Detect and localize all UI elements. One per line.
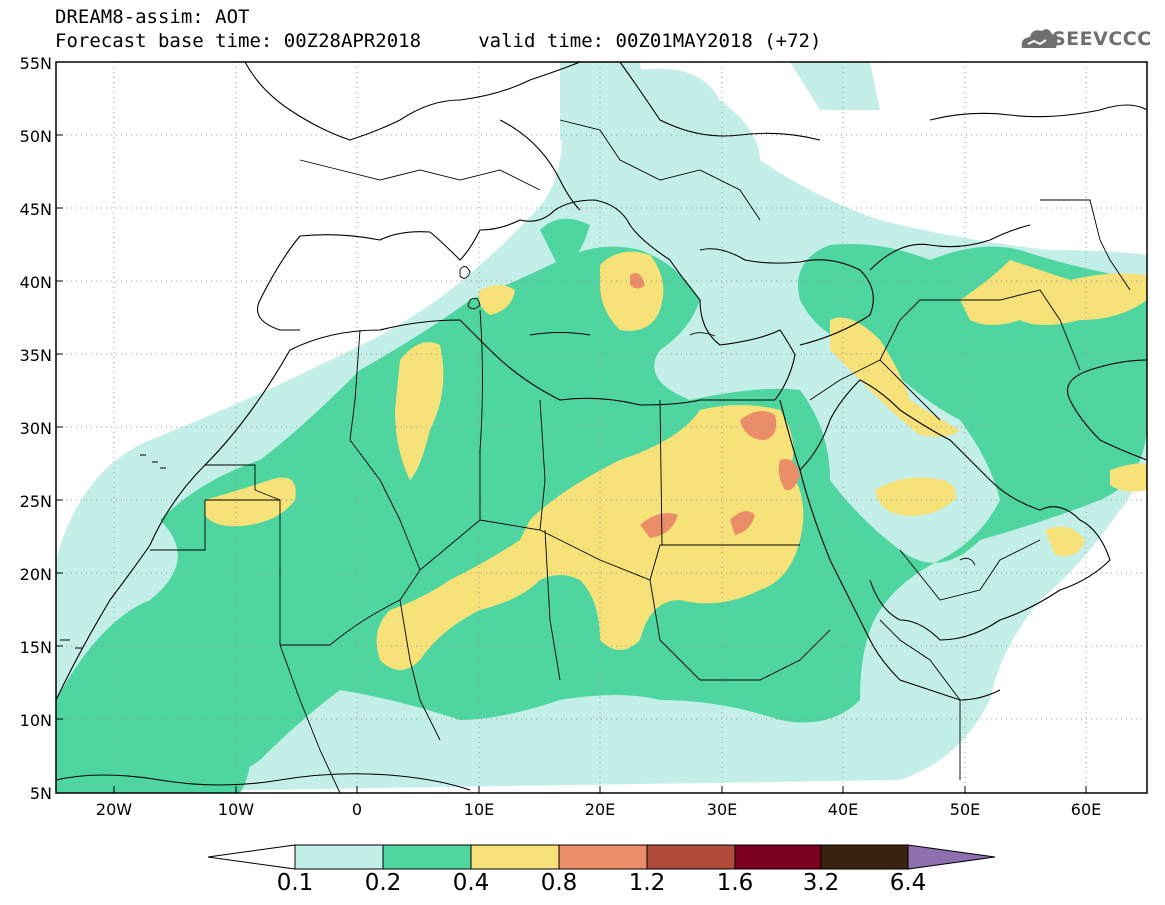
lat-label: 15N <box>19 638 52 657</box>
lat-label: 40N <box>19 273 52 292</box>
lat-label: 10N <box>19 711 52 730</box>
colorbar-segment-1.2-1.6 <box>646 844 736 870</box>
colorbar-label: 0.8 <box>540 870 578 896</box>
axis-ticks <box>56 134 1087 793</box>
colorbar-segment-below-0.1 <box>207 844 296 870</box>
colorbar-segment-0.8-1.2 <box>558 844 648 870</box>
aot-contour-0.8 <box>630 272 800 538</box>
lon-label: 10W <box>217 800 255 819</box>
lat-label: 35N <box>19 346 52 365</box>
colorbar-label: 6.4 <box>889 870 927 896</box>
forecast-times: Forecast base time: 00Z28APR2018 valid t… <box>55 30 822 52</box>
lon-label: 60E <box>1070 800 1102 819</box>
colorbar <box>207 844 996 870</box>
lon-label: 20E <box>584 800 616 819</box>
lon-label: 0 <box>351 800 363 819</box>
lon-label: 50E <box>949 800 981 819</box>
aot-contour-0.4 <box>205 251 1147 670</box>
colorbar-segment-0.1-0.2 <box>294 844 384 870</box>
seevccc-logo-cloud-icon <box>1021 29 1058 48</box>
colorbar-label: 0.2 <box>364 870 402 896</box>
lat-label: 30N <box>19 419 52 438</box>
lon-label: 30E <box>706 800 738 819</box>
lon-label: 10E <box>463 800 495 819</box>
colorbar-label: 0.4 <box>452 870 490 896</box>
seevccc-logo-text: SEEVCCC <box>1052 28 1152 50</box>
islands <box>60 266 976 649</box>
colorbar-segment-above-6.4 <box>907 844 996 870</box>
lat-label: 20N <box>19 565 52 584</box>
lon-label: 20W <box>95 800 133 819</box>
colorbar-label: 3.2 <box>802 870 840 896</box>
country-borders <box>150 119 1131 793</box>
lat-label: 50N <box>19 127 52 146</box>
lon-label: 40E <box>827 800 859 819</box>
colorbar-label: 1.6 <box>716 870 754 896</box>
lat-label: 55N <box>19 54 52 73</box>
colorbar-segment-3.2-6.4 <box>820 844 909 870</box>
lat-label: 45N <box>19 200 52 219</box>
colorbar-segment-0.4-0.8 <box>470 844 560 870</box>
lat-label: 25N <box>19 492 52 511</box>
colorbar-segment-1.6-3.2 <box>734 844 822 870</box>
colorbar-label: 1.2 <box>628 870 666 896</box>
lat-label: 5N <box>29 784 52 803</box>
coastlines <box>56 62 1147 791</box>
colorbar-segment-0.2-0.4 <box>382 844 472 870</box>
colorbar-label: 0.1 <box>276 870 314 896</box>
graticule <box>56 62 1147 793</box>
map-title: DREAM8-assim: AOT <box>55 6 250 28</box>
